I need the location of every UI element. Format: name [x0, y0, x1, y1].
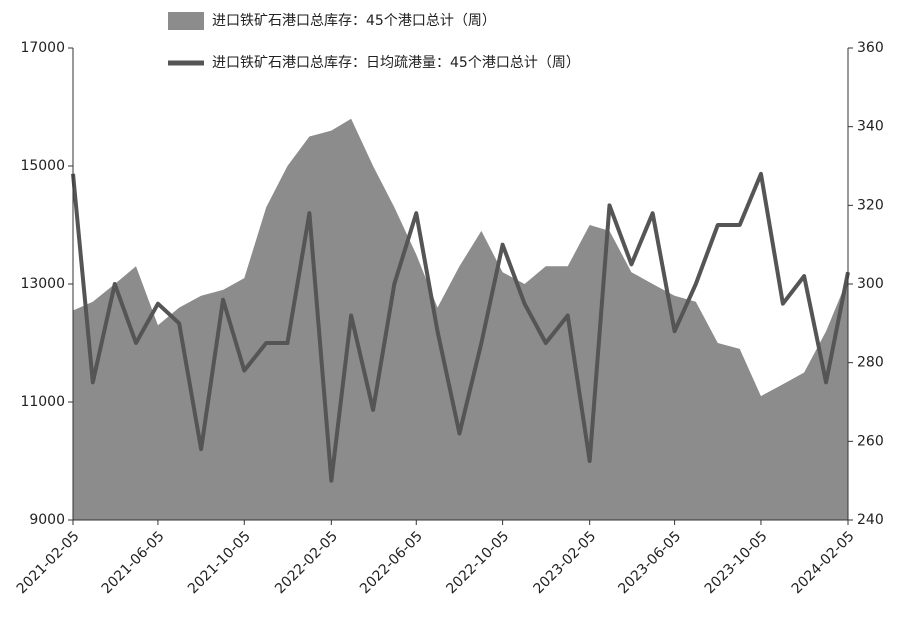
legend-label: 进口铁矿石港口总库存：45个港口总计（周） — [212, 13, 496, 29]
x-tick-label: 2022-10-05 — [443, 528, 512, 597]
y-tick-label: 13000 — [20, 276, 65, 292]
y2-tick-label: 240 — [857, 512, 884, 528]
x-tick-label: 2021-02-05 — [14, 528, 83, 597]
y2-tick-label: 260 — [857, 433, 884, 449]
line — [71, 171, 850, 483]
x-tick-label: 2021-10-05 — [185, 528, 254, 597]
y-tick-label: 11000 — [20, 394, 65, 410]
y2-tick-label: 320 — [857, 197, 884, 213]
legend-label: 进口铁矿石港口总库存：日均疏港量：45个港口总计（周） — [212, 55, 580, 71]
y-tick-label: 9000 — [29, 512, 65, 528]
x-tick-label: 2024-02-05 — [789, 528, 858, 597]
y2-tick-label: 280 — [857, 355, 884, 371]
y-tick-label: 15000 — [20, 158, 65, 174]
y2-tick-label: 300 — [857, 276, 884, 292]
y-tick-label: 17000 — [20, 40, 65, 56]
x-tick-label: 2021-06-05 — [99, 528, 168, 597]
x-tick-label: 2022-06-05 — [357, 528, 426, 597]
x-tick-label: 2023-06-05 — [615, 528, 684, 597]
y2-tick-label: 340 — [857, 119, 884, 135]
y2-tick-label: 360 — [857, 40, 884, 56]
x-tick-label: 2023-10-05 — [702, 528, 771, 597]
area — [73, 118, 848, 521]
x-tick-label: 2023-02-05 — [530, 528, 599, 597]
legend-swatch — [168, 12, 204, 30]
x-tick-label: 2022-02-05 — [272, 528, 341, 597]
